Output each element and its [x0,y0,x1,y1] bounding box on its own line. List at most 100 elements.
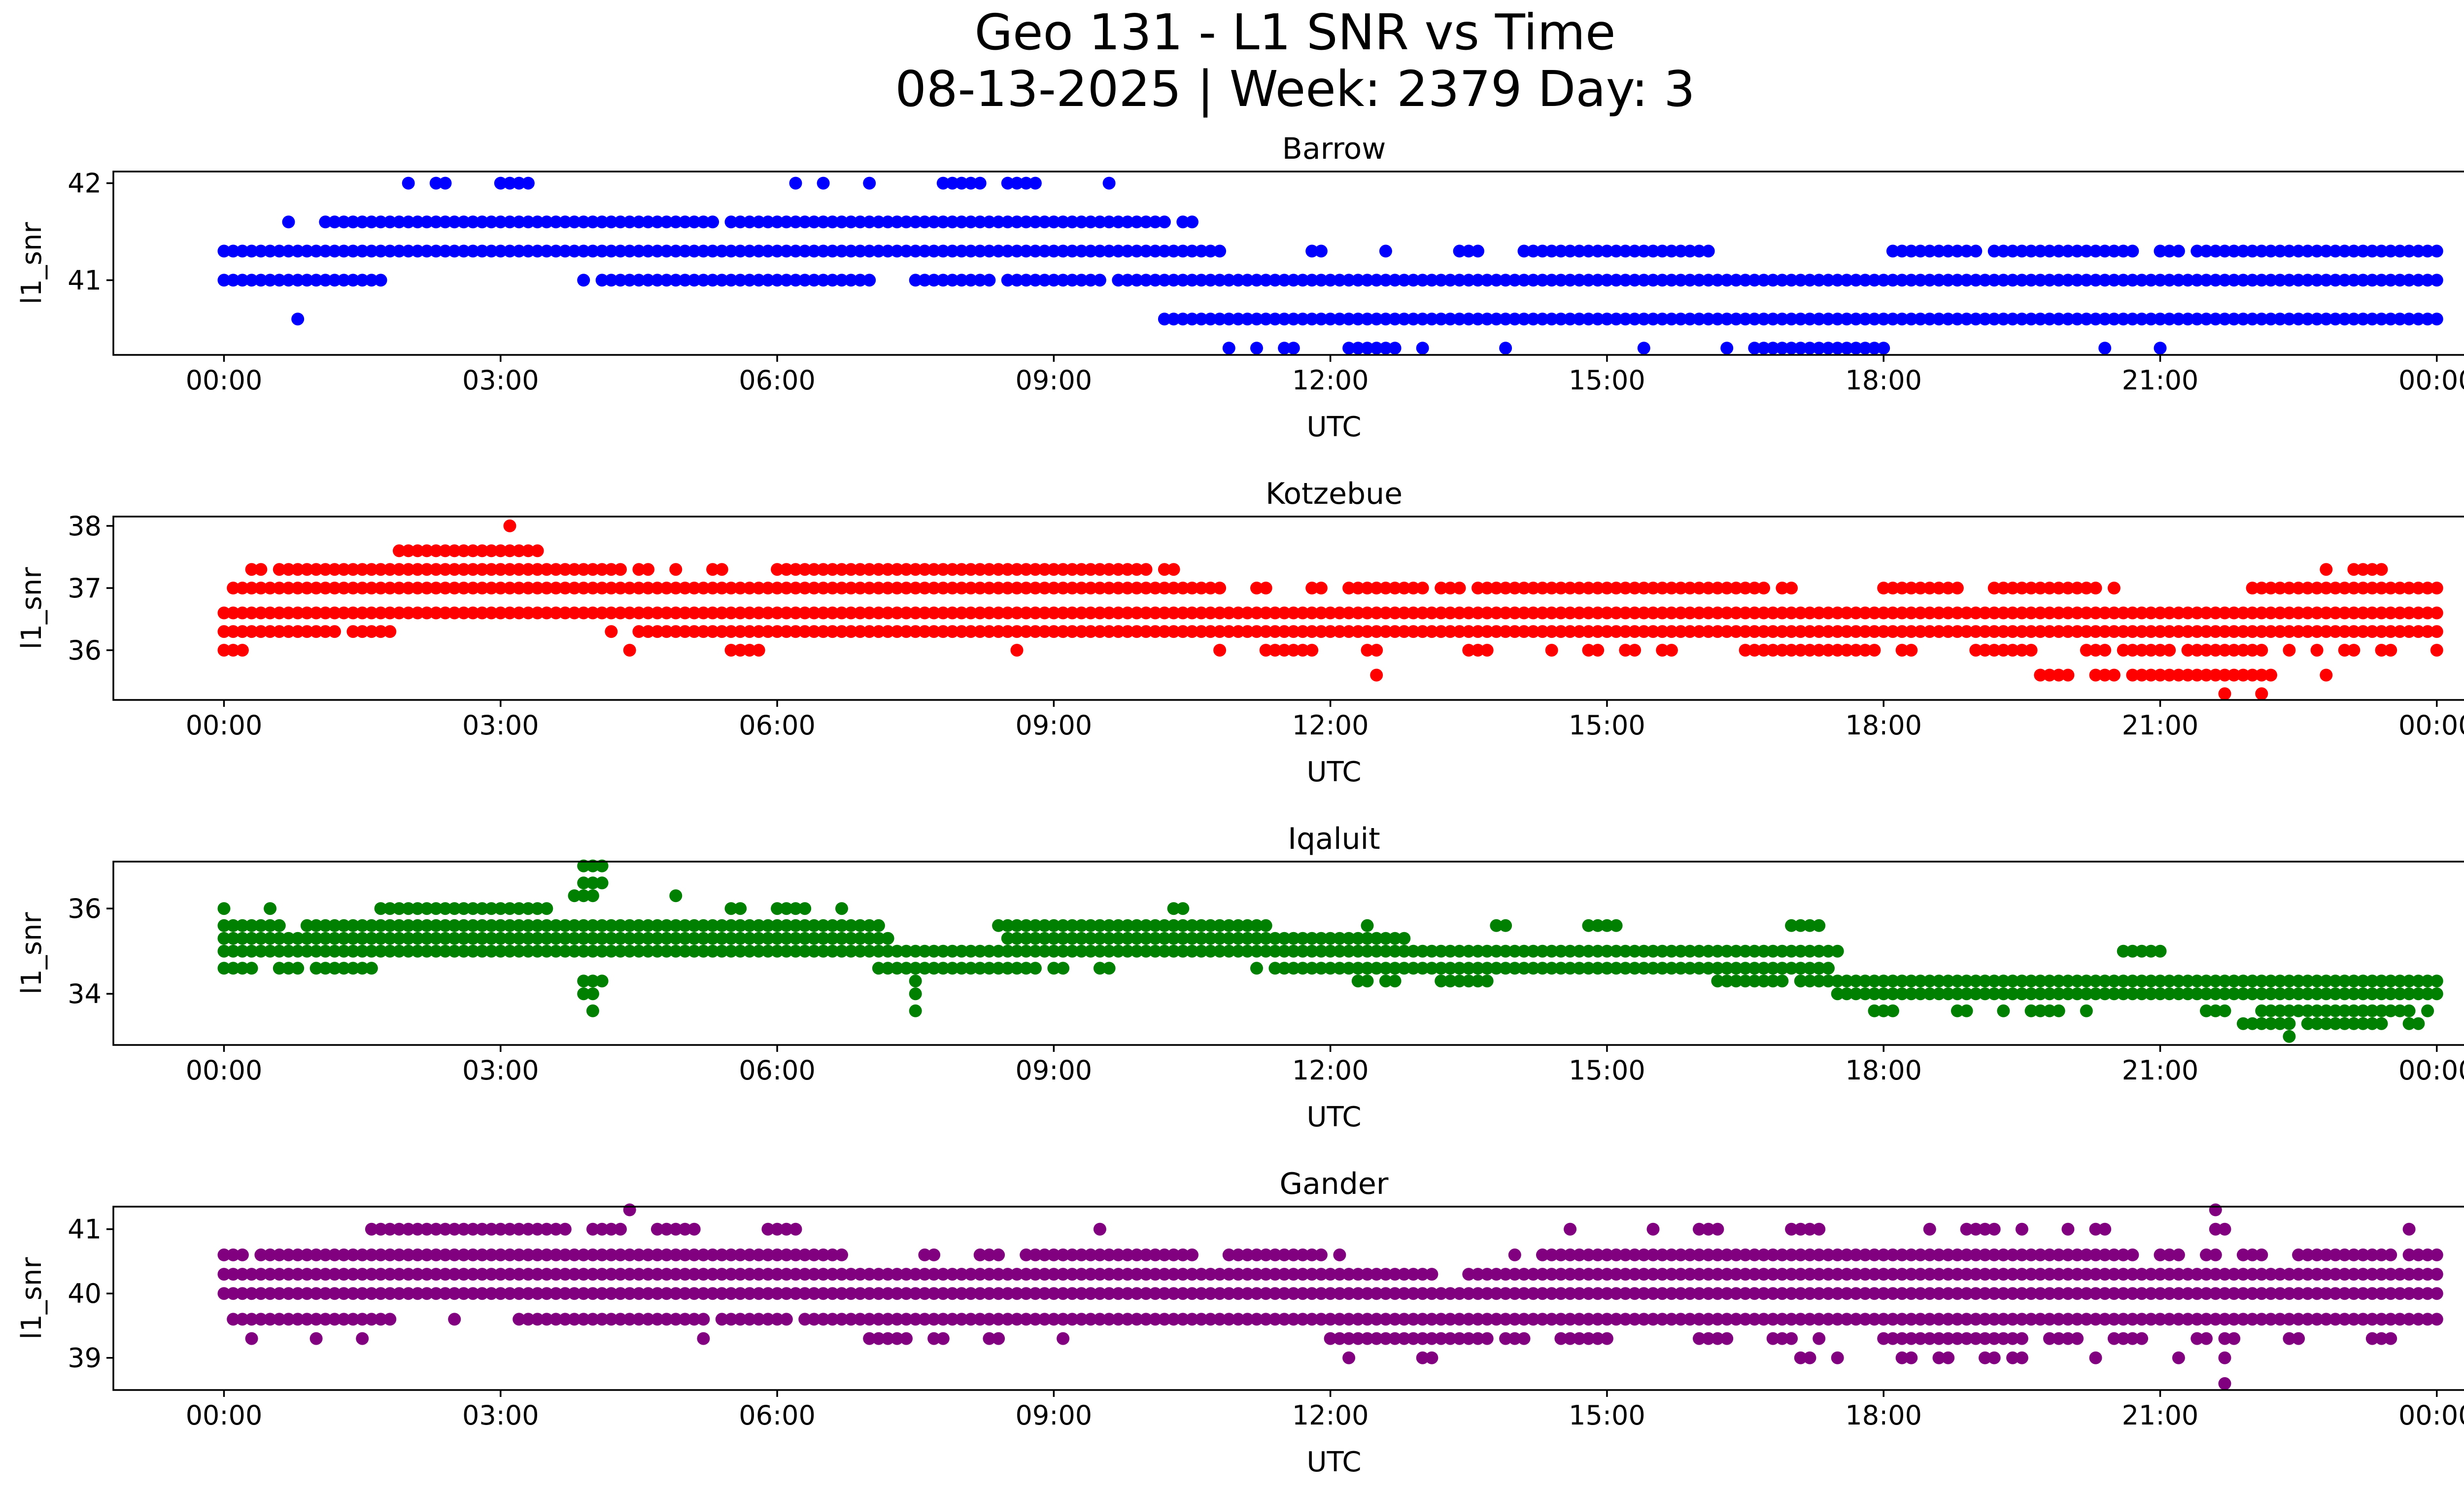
data-point [291,932,305,945]
data-point [1536,1248,1549,1261]
data-point [1250,919,1263,932]
data-point [2301,1268,2314,1281]
data-point [513,902,526,915]
data-point [1130,215,1143,229]
data-point [780,625,793,638]
data-point [1979,1222,1991,1236]
data-point [586,889,599,903]
data-point [245,1287,258,1300]
data-point [264,902,277,915]
data-point [1028,625,1042,638]
data-point [1305,274,1319,287]
data-point [236,919,249,932]
data-point [1305,313,1319,326]
data-point [1093,919,1106,932]
data-point [1858,342,1872,355]
data-point [1425,625,1438,638]
data-point [2061,1313,2075,1326]
data-point [2338,987,2351,1001]
data-point [1665,1287,1678,1300]
data-point [1914,313,1927,326]
data-point [1176,919,1190,932]
data-point [687,1222,701,1236]
data-point [1314,274,1328,287]
data-point [1822,274,1835,287]
data-point [236,962,249,975]
data-point [1895,313,1909,326]
data-point [1057,1313,1070,1326]
data-point [2412,625,2425,638]
data-point [420,932,434,945]
data-point [356,582,369,594]
data-point [872,582,885,594]
data-point [2015,1313,2028,1326]
data-point [2320,606,2333,620]
data-point [1250,1248,1263,1261]
data-point [2273,1287,2287,1300]
data-point [1600,606,1613,620]
data-point [2365,606,2379,620]
data-point [2393,625,2406,638]
data-point [890,944,904,958]
data-point [844,919,857,932]
data-point [319,606,332,620]
data-point [2320,625,2333,638]
data-point [2236,606,2250,620]
data-point [1435,974,1448,988]
data-point [2144,1287,2157,1300]
data-point [1241,1313,1254,1326]
data-point [457,244,470,258]
data-point [936,582,950,594]
data-point [1342,1351,1356,1364]
data-point [1462,974,1475,988]
data-point [881,244,894,258]
data-point [1637,274,1650,287]
data-point [1665,944,1678,958]
data-point [1702,1222,1715,1236]
data-point [2172,1268,2185,1281]
data-point [826,606,839,620]
data-point [577,919,590,932]
data-point [650,1248,664,1261]
data-point [374,244,387,258]
data-point [1112,215,1125,229]
data-point [1646,313,1660,326]
data-point [1720,313,1734,326]
data-point [2357,563,2370,576]
data-point [411,544,424,557]
data-point [2015,625,2028,638]
data-point [1582,1248,1595,1261]
data-point [2402,274,2416,287]
data-point [632,944,646,958]
data-point [1480,1332,1494,1345]
data-point [1508,582,1521,594]
data-point [227,1268,240,1281]
data-point [2135,644,2149,657]
data-point [1776,1313,1789,1326]
data-point [1287,932,1300,945]
data-point [1351,962,1365,975]
data-point [1554,606,1568,620]
data-point [1564,944,1577,958]
data-point [2357,582,2370,594]
data-point [2310,1017,2324,1030]
data-point [1314,962,1328,975]
data-point [669,215,683,229]
data-point [1942,1268,1955,1281]
data-point [420,1268,434,1281]
data-point [697,582,710,594]
data-point [1564,606,1577,620]
data-point [1628,606,1642,620]
data-point [835,1248,848,1261]
data-point [439,932,452,945]
data-point [540,1248,553,1261]
data-point [2292,1332,2305,1345]
data-point [439,176,452,190]
data-point [393,563,406,576]
data-point [900,625,913,638]
data-point [2163,1268,2176,1281]
data-point [771,1313,784,1326]
data-point [992,919,1005,932]
data-point [1517,582,1531,594]
data-point [2255,687,2268,700]
